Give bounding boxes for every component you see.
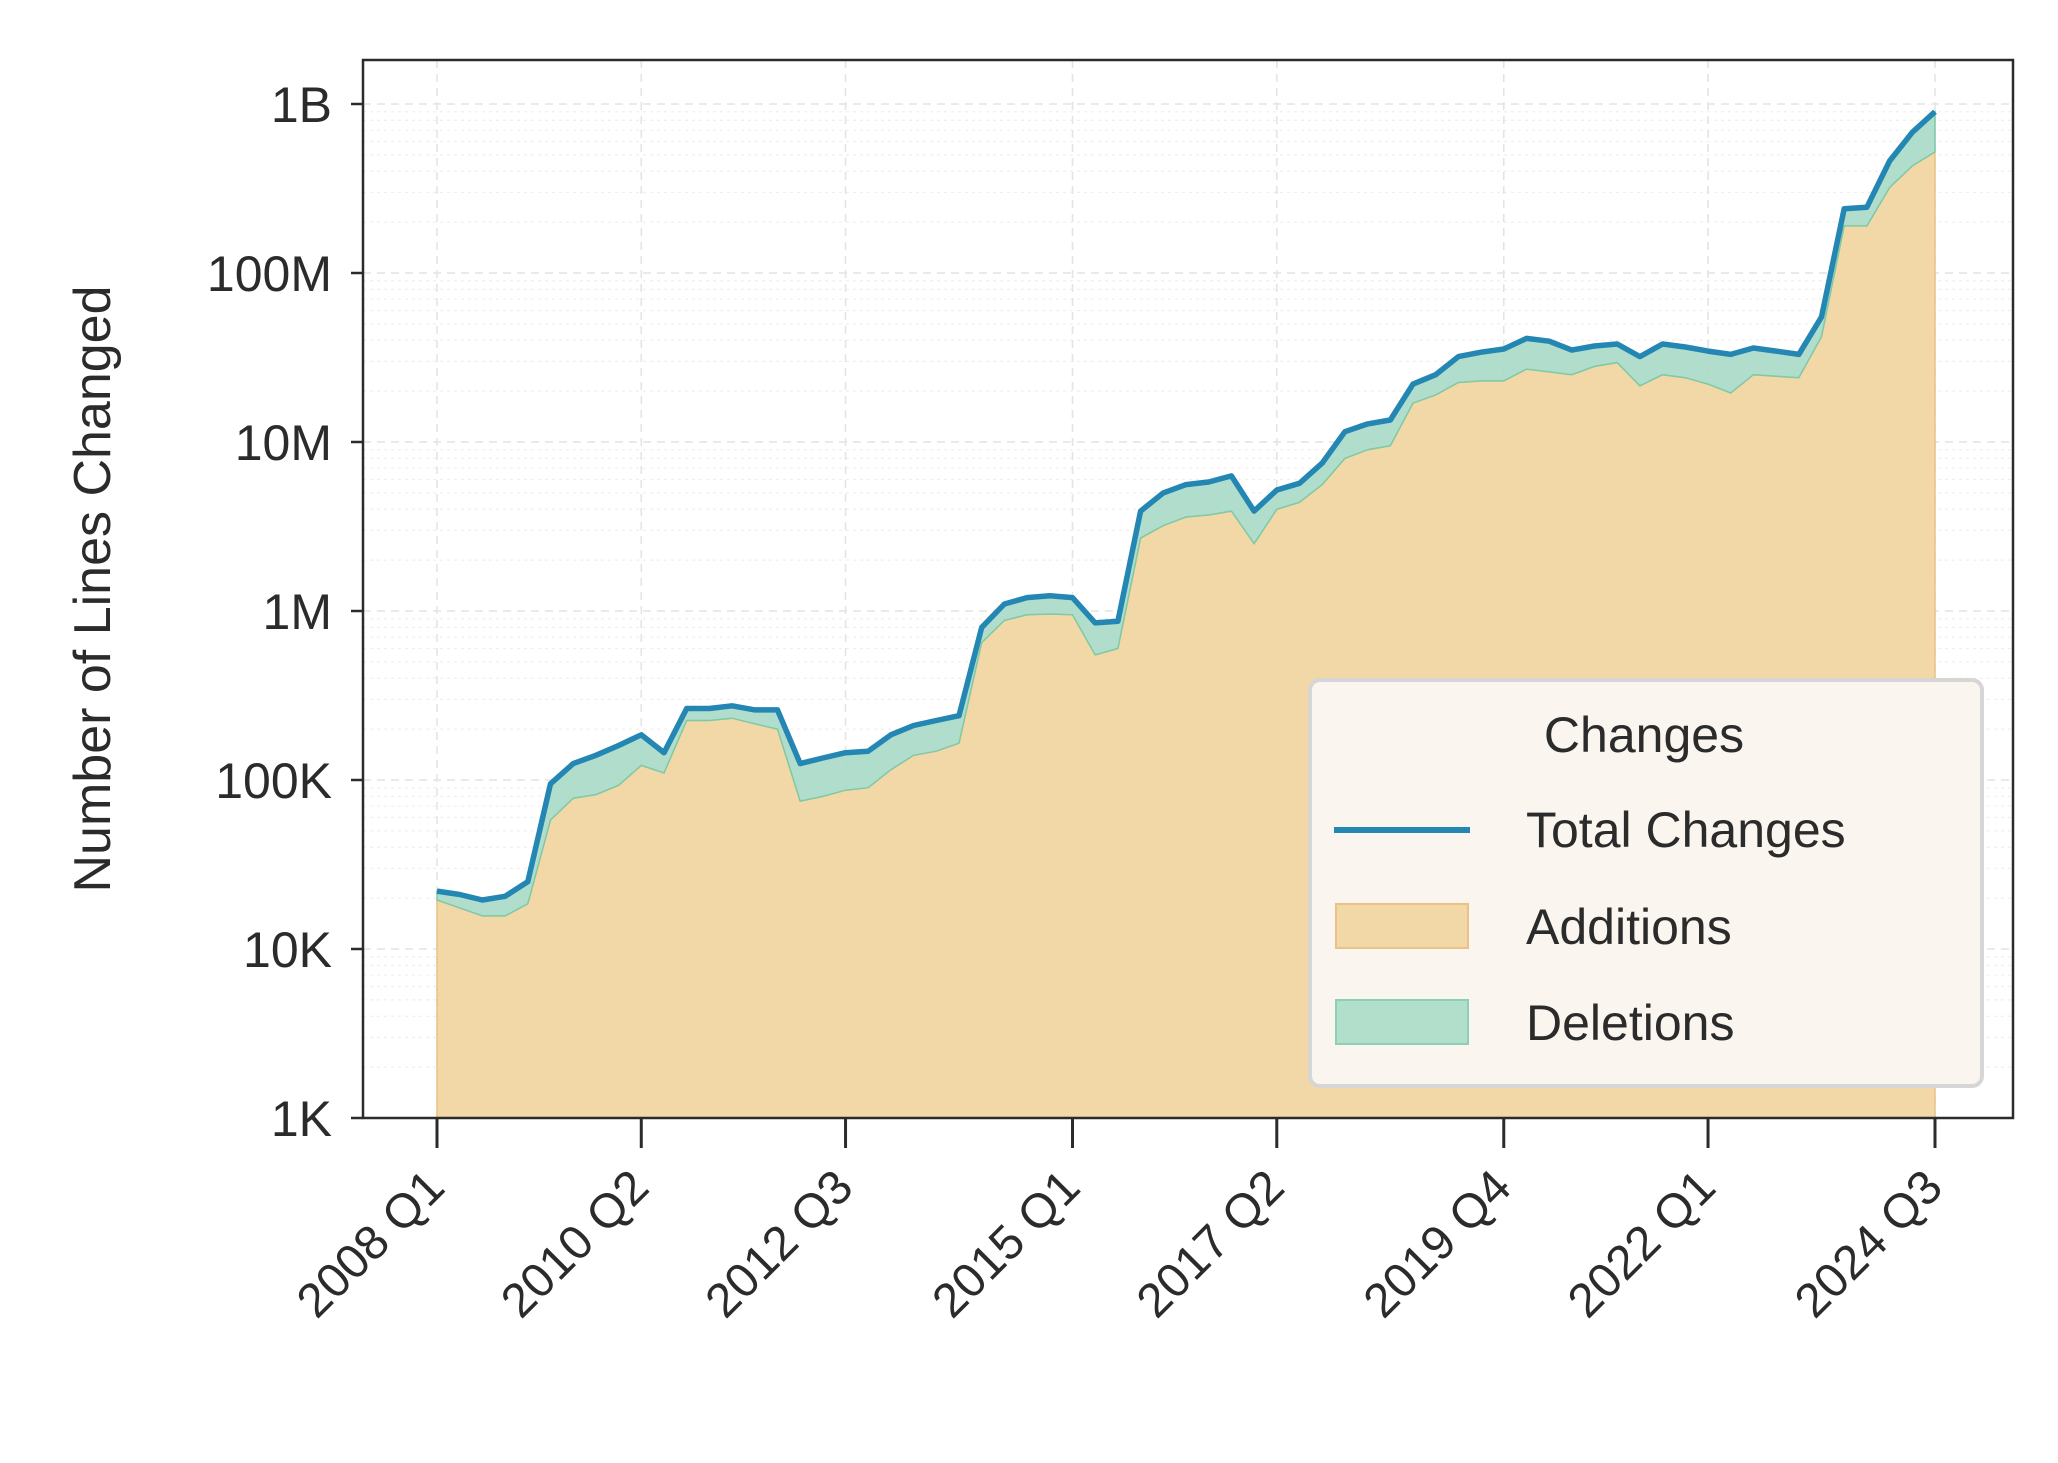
x-axis: 2008 Q1 2010 Q2 2012 Q3 2015 Q1 2017 Q2 2019 …	[287, 1118, 1953, 1328]
legend-swatch-additions	[1335, 903, 1469, 949]
legend: Changes Total Changes Additions Deletion…	[1308, 678, 1984, 1088]
x-tick-label: 2017 Q2	[1127, 1160, 1295, 1328]
legend-box	[1308, 678, 1984, 1088]
y-axis-label: Number of Lines Changed	[64, 285, 122, 892]
y-tick-label: 1B	[271, 77, 332, 133]
x-tick-label: 2010 Q2	[491, 1160, 659, 1328]
line-layer	[436, 109, 1937, 903]
y-tick-label: 1K	[271, 1091, 332, 1147]
total-changes-line	[436, 109, 1937, 903]
x-tick-label: 2012 Q3	[696, 1160, 864, 1328]
x-tick-label: 2019 Q4	[1354, 1160, 1522, 1328]
legend-swatch-deletions	[1335, 999, 1469, 1045]
x-tick-label: 2022 Q1	[1558, 1160, 1726, 1328]
y-axis: 1K 10K 100K 1M 10M 100M 1B	[207, 77, 363, 1147]
y-tick-label: 1M	[263, 584, 332, 640]
legend-title: Changes	[1544, 707, 1744, 763]
legend-label-additions: Additions	[1526, 899, 1732, 955]
x-tick-label: 2015 Q1	[923, 1160, 1091, 1328]
y-tick-label: 100M	[207, 246, 332, 302]
x-tick-label: 2024 Q3	[1785, 1160, 1953, 1328]
y-tick-label: 100K	[215, 753, 332, 809]
x-tick-label: 2008 Q1	[287, 1160, 455, 1328]
y-tick-label: 10K	[243, 922, 332, 978]
legend-label-total-changes: Total Changes	[1526, 802, 1846, 858]
plot-frame	[361, 58, 2015, 1120]
y-tick-label: 10M	[235, 415, 332, 471]
legend-label-deletions: Deletions	[1526, 995, 1734, 1051]
